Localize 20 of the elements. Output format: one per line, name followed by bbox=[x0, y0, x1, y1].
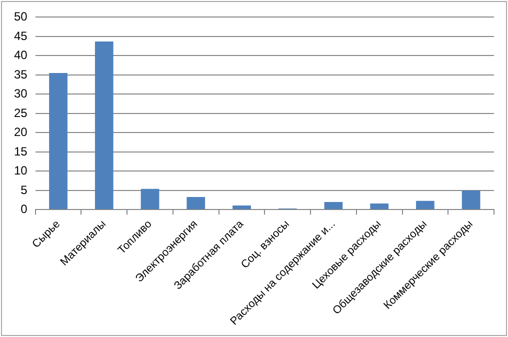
bar bbox=[49, 73, 68, 210]
bar bbox=[370, 204, 389, 210]
bar bbox=[140, 188, 160, 210]
y-tick-label: 10 bbox=[14, 164, 28, 178]
y-tick-label: 50 bbox=[14, 10, 28, 24]
bar bbox=[462, 190, 480, 210]
y-tick-label: 45 bbox=[14, 28, 28, 43]
y-tick-label: 35 bbox=[14, 67, 28, 82]
bar bbox=[416, 200, 434, 210]
y-tick-label: 15 bbox=[14, 144, 28, 158]
y-tick-label: 40 bbox=[14, 48, 28, 62]
y-tick-label: 25 bbox=[14, 106, 28, 120]
y-tick-label: 0 bbox=[20, 202, 28, 216]
y-tick-label: 30 bbox=[14, 86, 28, 101]
bar bbox=[232, 205, 251, 210]
y-tick-label: 20 bbox=[14, 125, 28, 140]
bar bbox=[94, 41, 114, 210]
bar bbox=[186, 196, 206, 210]
y-tick-label: 5 bbox=[20, 182, 28, 197]
bar bbox=[324, 202, 343, 210]
